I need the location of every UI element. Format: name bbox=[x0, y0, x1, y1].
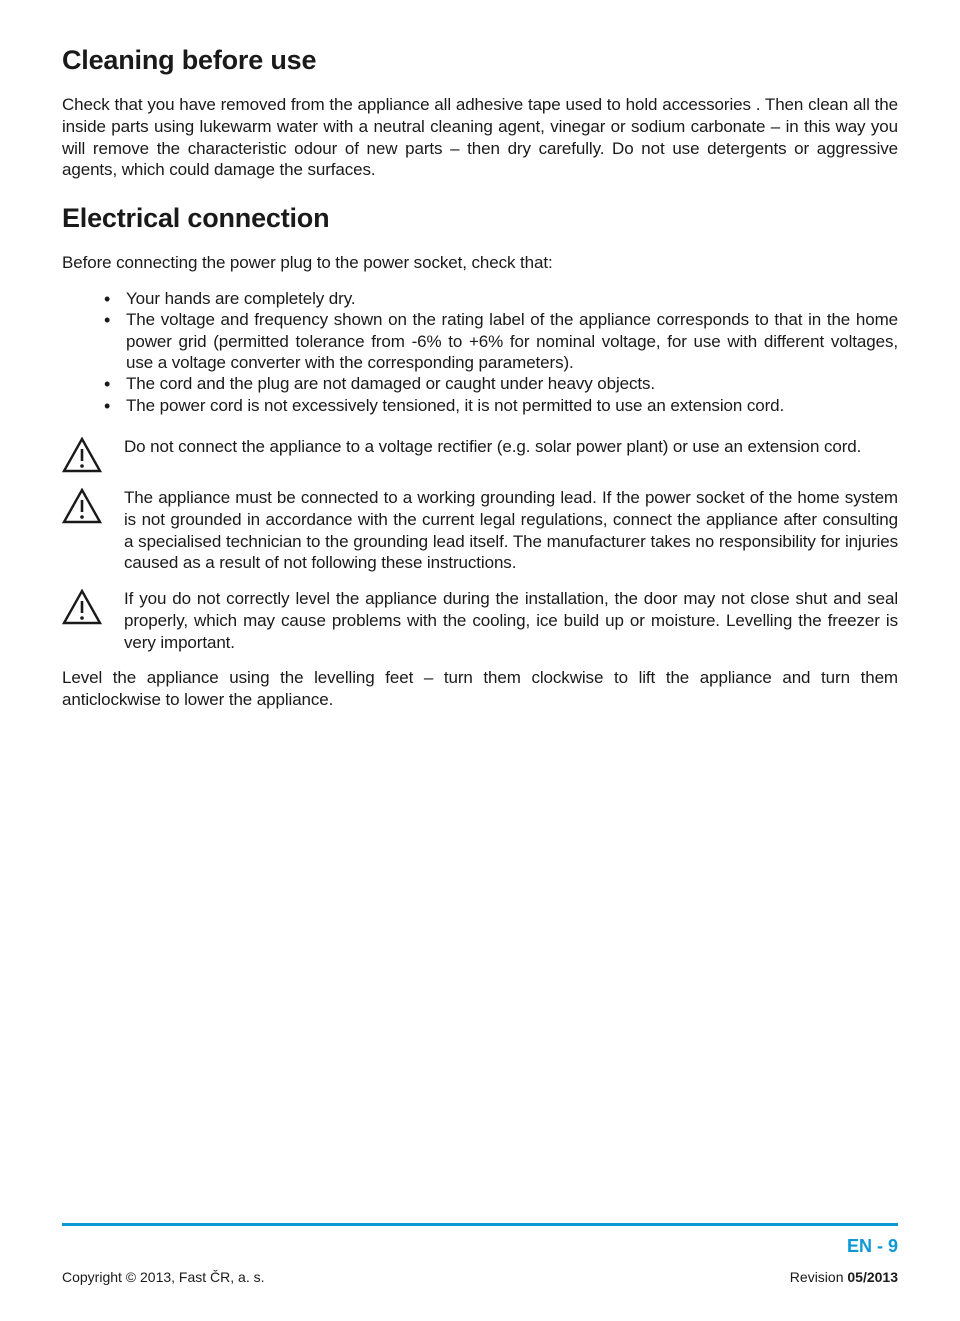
section-electrical-intro: Before connecting the power plug to the … bbox=[62, 252, 898, 274]
list-item: The voltage and frequency shown on the r… bbox=[104, 309, 898, 373]
page-content: Cleaning before use Check that you have … bbox=[0, 0, 960, 711]
footer-bottom: Copyright © 2013, Fast ČR, a. s. Revisio… bbox=[62, 1269, 898, 1285]
section-electrical: Electrical connection Before connecting … bbox=[62, 203, 898, 711]
revision-label: Revision bbox=[790, 1269, 848, 1285]
warning-row: Do not connect the appliance to a voltag… bbox=[62, 436, 898, 473]
warning-triangle-icon bbox=[62, 488, 102, 524]
list-item: Your hands are completely dry. bbox=[104, 288, 898, 309]
section-cleaning-paragraph: Check that you have removed from the app… bbox=[62, 94, 898, 181]
warning-row: If you do not correctly level the applia… bbox=[62, 588, 898, 653]
warning-row: The appliance must be connected to a wor… bbox=[62, 487, 898, 574]
revision-text: Revision 05/2013 bbox=[790, 1269, 898, 1285]
revision-value: 05/2013 bbox=[847, 1269, 898, 1285]
bullet-list: Your hands are completely dry. The volta… bbox=[62, 288, 898, 416]
list-item: The cord and the plug are not damaged or… bbox=[104, 373, 898, 394]
warning-triangle-icon bbox=[62, 437, 102, 473]
footer-rule bbox=[62, 1223, 898, 1226]
page-number: EN - 9 bbox=[847, 1236, 898, 1257]
warning-triangle-icon bbox=[62, 589, 102, 625]
footer-top: EN - 9 bbox=[62, 1236, 898, 1257]
list-item: The power cord is not excessively tensio… bbox=[104, 395, 898, 416]
warning-text: The appliance must be connected to a wor… bbox=[124, 487, 898, 574]
warning-text: Do not connect the appliance to a voltag… bbox=[124, 436, 898, 458]
section-cleaning-title: Cleaning before use bbox=[62, 45, 898, 76]
copyright-text: Copyright © 2013, Fast ČR, a. s. bbox=[62, 1269, 265, 1285]
level-paragraph: Level the appliance using the levelling … bbox=[62, 667, 898, 711]
warning-text: If you do not correctly level the applia… bbox=[124, 588, 898, 653]
section-electrical-title: Electrical connection bbox=[62, 203, 898, 234]
page-footer: EN - 9 Copyright © 2013, Fast ČR, a. s. … bbox=[62, 1223, 898, 1285]
